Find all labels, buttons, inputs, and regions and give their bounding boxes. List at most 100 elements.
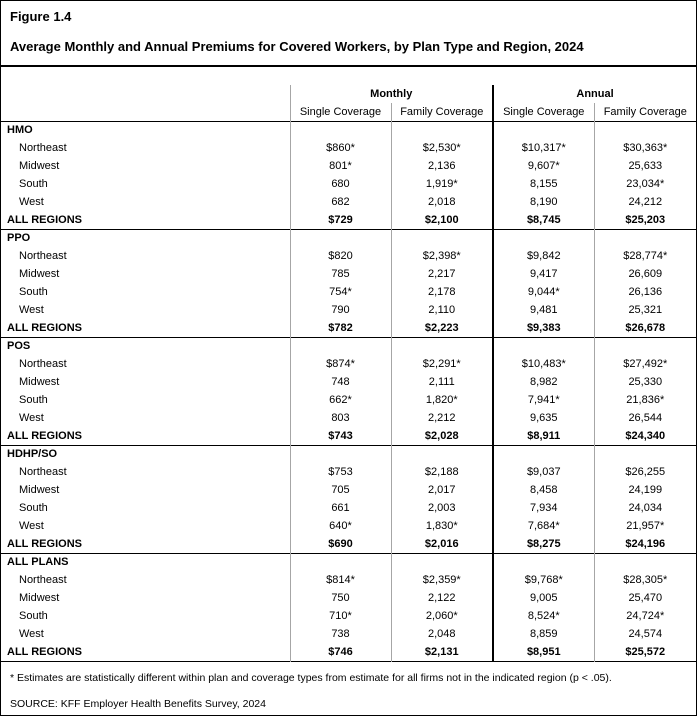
value-cell: $2,223 bbox=[390, 319, 494, 337]
value-cell: 8,859 bbox=[492, 625, 595, 643]
region-row: West 682 2,018 8,190 24,212 bbox=[1, 193, 696, 211]
region-row: Northeast $814* $2,359* $9,768* $28,305* bbox=[1, 571, 696, 589]
plan-section-row: HDHP/SO bbox=[1, 444, 696, 463]
value-cell: 803 bbox=[289, 409, 391, 427]
value-cell: 26,609 bbox=[593, 265, 696, 283]
all-regions-label: ALL REGIONS bbox=[7, 321, 82, 334]
value-cell: $2,530* bbox=[390, 139, 494, 157]
region-label: West bbox=[19, 304, 44, 316]
value-cell: 2,217 bbox=[390, 265, 494, 283]
value-cell: 7,934 bbox=[492, 499, 595, 517]
empty-cell bbox=[289, 228, 391, 247]
empty-cell bbox=[593, 336, 696, 355]
value-cell: 9,417 bbox=[492, 265, 595, 283]
value-cell: $9,383 bbox=[492, 319, 595, 337]
value-cell: 8,155 bbox=[492, 175, 595, 193]
region-label: South bbox=[19, 178, 48, 190]
figure-header: Figure 1.4 Average Monthly and Annual Pr… bbox=[1, 1, 696, 54]
region-label: West bbox=[19, 520, 44, 532]
value-cell: $2,188 bbox=[390, 463, 494, 481]
region-row: Midwest 785 2,217 9,417 26,609 bbox=[1, 265, 696, 283]
value-cell: 2,212 bbox=[390, 409, 494, 427]
value-cell: $10,483* bbox=[492, 355, 595, 373]
corner-spacer bbox=[1, 85, 290, 103]
value-cell: $24,196 bbox=[593, 535, 696, 553]
value-cell: 801* bbox=[289, 157, 391, 175]
region-label: West bbox=[19, 196, 44, 208]
plan-label: POS bbox=[1, 336, 290, 355]
value-cell: $820 bbox=[289, 247, 391, 265]
all-regions-label: ALL REGIONS bbox=[7, 645, 82, 658]
corner-spacer bbox=[1, 103, 290, 121]
region-label: South bbox=[19, 394, 48, 406]
region-label: Midwest bbox=[19, 160, 60, 172]
plan-label: PPO bbox=[1, 228, 290, 247]
empty-cell bbox=[492, 552, 595, 571]
group-header-annual: Annual bbox=[492, 85, 696, 103]
value-cell: 9,635 bbox=[492, 409, 595, 427]
value-cell: 738 bbox=[289, 625, 391, 643]
value-cell: 26,136 bbox=[593, 283, 696, 301]
region-row: Midwest 801* 2,136 9,607* 25,633 bbox=[1, 157, 696, 175]
plan-section-row: HMO bbox=[1, 120, 696, 139]
region-row: South 680 1,919* 8,155 23,034* bbox=[1, 175, 696, 193]
value-cell: $860* bbox=[289, 139, 391, 157]
value-cell: 2,110 bbox=[390, 301, 494, 319]
value-cell: $9,768* bbox=[492, 571, 595, 589]
value-cell: $28,774* bbox=[593, 247, 696, 265]
value-cell: 25,633 bbox=[593, 157, 696, 175]
empty-cell bbox=[593, 228, 696, 247]
empty-cell bbox=[390, 552, 494, 571]
region-label: South bbox=[19, 286, 48, 298]
empty-cell bbox=[593, 552, 696, 571]
region-label: Midwest bbox=[19, 484, 60, 496]
region-label: Northeast bbox=[19, 142, 67, 154]
plan-label: HMO bbox=[1, 120, 290, 139]
value-cell: $729 bbox=[289, 211, 391, 229]
premiums-table: Monthly Annual Single Coverage Family Co… bbox=[1, 85, 696, 662]
column-header-annual-family: Family Coverage bbox=[593, 103, 696, 121]
value-cell: $9,037 bbox=[492, 463, 595, 481]
figure-title: Average Monthly and Annual Premiums for … bbox=[10, 39, 584, 54]
region-label: Northeast bbox=[19, 250, 67, 262]
empty-cell bbox=[390, 444, 494, 463]
value-cell: $30,363* bbox=[593, 139, 696, 157]
value-cell: $24,340 bbox=[593, 427, 696, 445]
value-cell: $2,028 bbox=[390, 427, 494, 445]
value-cell: 21,836* bbox=[593, 391, 696, 409]
value-cell: 8,190 bbox=[492, 193, 595, 211]
empty-cell bbox=[390, 228, 494, 247]
value-cell: $690 bbox=[289, 535, 391, 553]
all-regions-label: ALL REGIONS bbox=[7, 429, 82, 442]
region-label: Northeast bbox=[19, 358, 67, 370]
value-cell: 8,524* bbox=[492, 607, 595, 625]
value-cell: 2,060* bbox=[390, 607, 494, 625]
region-row: West 738 2,048 8,859 24,574 bbox=[1, 625, 696, 643]
value-cell: $26,678 bbox=[593, 319, 696, 337]
value-cell: 25,470 bbox=[593, 589, 696, 607]
region-label: Midwest bbox=[19, 268, 60, 280]
value-cell: 7,941* bbox=[492, 391, 595, 409]
empty-cell bbox=[492, 120, 595, 139]
value-cell: 24,574 bbox=[593, 625, 696, 643]
region-label: West bbox=[19, 412, 44, 424]
value-cell: $28,305* bbox=[593, 571, 696, 589]
value-cell: 790 bbox=[289, 301, 391, 319]
value-cell: $10,317* bbox=[492, 139, 595, 157]
value-cell: $8,951 bbox=[492, 643, 595, 661]
value-cell: 24,212 bbox=[593, 193, 696, 211]
empty-cell bbox=[492, 444, 595, 463]
all-regions-row: ALL REGIONS $746 $2,131 $8,951 $25,572 bbox=[1, 643, 696, 661]
value-cell: 680 bbox=[289, 175, 391, 193]
empty-cell bbox=[492, 228, 595, 247]
value-cell: $27,492* bbox=[593, 355, 696, 373]
all-regions-row: ALL REGIONS $690 $2,016 $8,275 $24,196 bbox=[1, 535, 696, 553]
column-header-monthly-single: Single Coverage bbox=[289, 103, 391, 121]
region-row: West 790 2,110 9,481 25,321 bbox=[1, 301, 696, 319]
plan-label: ALL PLANS bbox=[1, 552, 290, 571]
figure-number: Figure 1.4 bbox=[10, 9, 72, 24]
value-cell: $2,359* bbox=[390, 571, 494, 589]
value-cell: 21,957* bbox=[593, 517, 696, 535]
region-label: Midwest bbox=[19, 376, 60, 388]
value-cell: 24,034 bbox=[593, 499, 696, 517]
